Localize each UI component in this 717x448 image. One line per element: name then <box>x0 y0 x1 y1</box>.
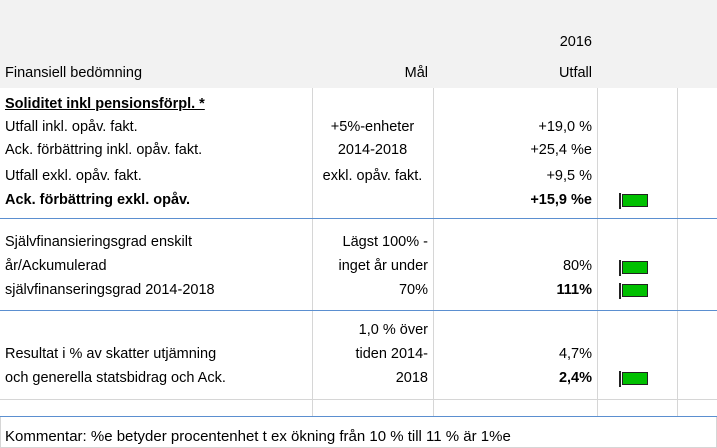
row-target: +5%-enheter <box>330 119 415 135</box>
row-label: självfinanseringsgrad 2014-2018 <box>5 282 215 298</box>
row-target: 2018 <box>395 370 428 386</box>
row-label: år/Ackumulerad <box>5 258 107 274</box>
row-label: och generella statsbidrag och Ack. <box>5 370 226 386</box>
row-outcome: +25,4 %e <box>530 142 592 158</box>
header-outcome: Utfall <box>558 65 592 81</box>
row-outcome: 111% <box>556 282 593 298</box>
row-outcome: 4,7% <box>558 346 592 362</box>
row-line <box>0 310 717 311</box>
col-line <box>597 88 598 417</box>
header-bg <box>0 0 717 88</box>
col-line <box>677 88 678 417</box>
row-label: Utfall exkl. opåv. fakt. <box>5 168 142 184</box>
row-label: Utfall inkl. opåv. fakt. <box>5 119 138 135</box>
header-label: Finansiell bedömning <box>5 65 143 81</box>
status-flag <box>619 260 648 276</box>
row-target: tiden 2014- <box>355 346 428 362</box>
col-line <box>312 88 313 417</box>
col-line <box>433 88 434 417</box>
comment: Kommentar: %e betyder procentenhet t ex … <box>5 428 511 445</box>
row-line <box>0 416 717 417</box>
row-target: 2014-2018 <box>337 142 408 158</box>
section-title: Soliditet inkl pensionsförpl. * <box>5 96 205 112</box>
row-target: 70% <box>398 282 428 298</box>
row-target: exkl. opåv. fakt. <box>322 168 423 184</box>
row-outcome: +19,0 % <box>538 119 592 135</box>
row-target: inget år under <box>338 258 428 274</box>
row-label: Resultat i % av skatter utjämning <box>5 346 217 362</box>
row-target: Lägst 100% - <box>342 234 428 250</box>
row-label: Ack. förbättring exkl. opåv. <box>5 192 191 208</box>
row-target: 1,0 % över <box>358 322 428 338</box>
row-outcome: +9,5 % <box>546 168 592 184</box>
row-label: Ack. förbättring inkl. opåv. fakt. <box>5 142 203 158</box>
row-outcome: 2,4% <box>558 370 592 386</box>
row-line <box>0 218 717 219</box>
row-outcome: +15,9 %e <box>530 192 592 208</box>
status-flag <box>619 371 648 387</box>
row-label: Självfinansieringsgrad enskilt <box>5 234 192 250</box>
header-target: Mål <box>404 65 428 81</box>
status-flag <box>619 283 648 299</box>
year: 2016 <box>559 34 592 50</box>
row-line <box>0 399 717 400</box>
status-flag <box>619 193 648 209</box>
row-outcome: 80% <box>562 258 592 274</box>
